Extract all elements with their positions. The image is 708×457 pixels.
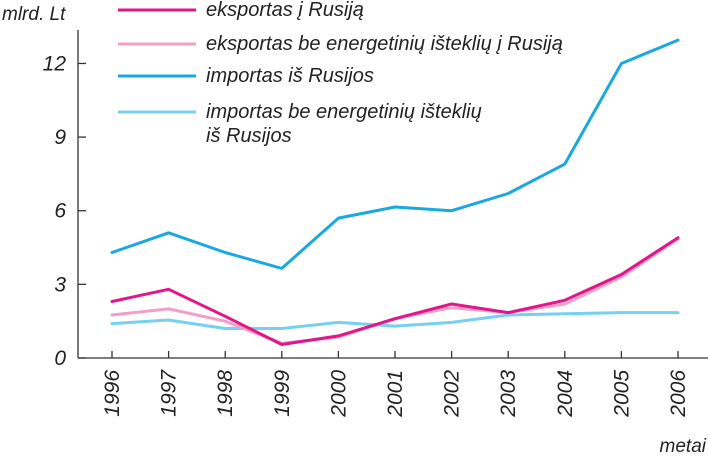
y-tick-label: 3 [54, 273, 66, 296]
y-tick-label: 9 [54, 126, 66, 149]
series-line [110, 236, 680, 346]
x-tick-label: 1997 [158, 369, 181, 417]
y-tick-label: 0 [54, 347, 66, 370]
y-tick-label: 6 [54, 200, 66, 223]
x-tick-label: 2001 [384, 370, 407, 418]
series-line [110, 38, 680, 270]
x-tick-label: 1998 [214, 370, 237, 417]
x-tick-label: 1996 [101, 370, 124, 417]
y-tick-label: 12 [43, 52, 67, 75]
axes: 0 3 6 9 12 mlrd. Lt 1996 1997 1998 1999 2000 2001 20… [2, 4, 708, 457]
x-tick-label: 2005 [610, 370, 633, 418]
series-line [110, 311, 680, 330]
series-line [110, 237, 680, 345]
legend-label: importas iš Rusijos [206, 65, 374, 87]
legend-label: eksportas be energetinių išteklių į Rusi… [206, 33, 563, 55]
x-tick-label: 2004 [554, 370, 577, 418]
x-tick-label: 2006 [667, 370, 690, 418]
series-lines [110, 38, 680, 346]
legend: eksportas į Rusiją eksportas be energetin… [118, 0, 563, 147]
legend-label: importas be energetinių išteklių [206, 101, 482, 123]
x-axis-title: metai [660, 436, 707, 457]
x-tick-label: 2003 [497, 370, 520, 418]
x-tick-label: 2002 [441, 370, 464, 418]
y-axis-title: mlrd. Lt [2, 4, 66, 25]
legend-label: iš Rusijos [206, 125, 292, 147]
x-tick-label: 1999 [271, 370, 294, 417]
legend-label: eksportas į Rusiją [206, 0, 364, 21]
x-tick-label: 2000 [327, 370, 350, 418]
